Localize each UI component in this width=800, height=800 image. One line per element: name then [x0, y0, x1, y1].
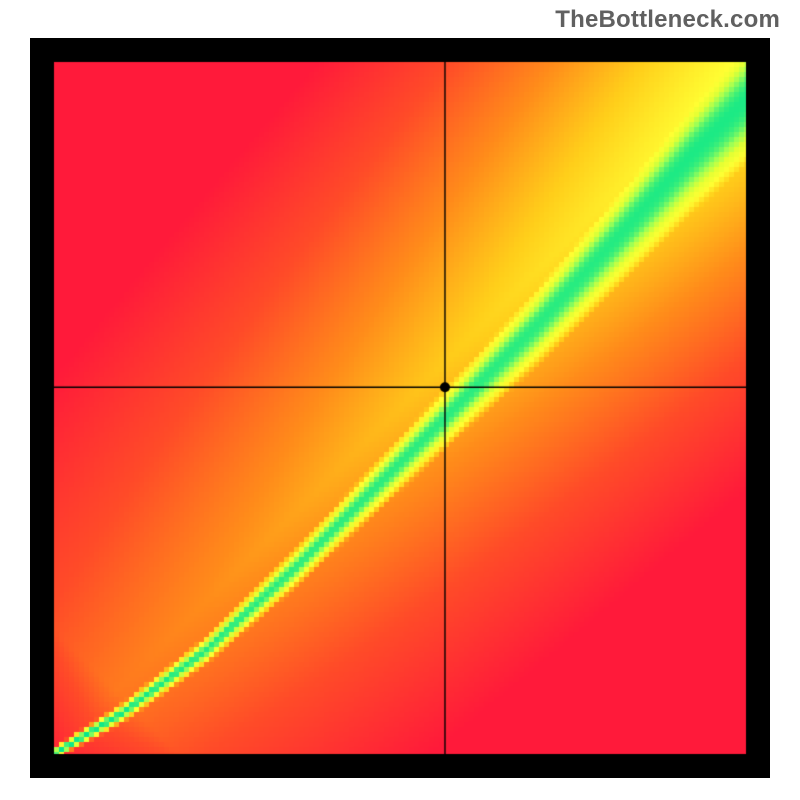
bottleneck-heatmap	[30, 38, 770, 778]
watermark-text: TheBottleneck.com	[555, 6, 780, 34]
heatmap-canvas	[30, 38, 770, 778]
